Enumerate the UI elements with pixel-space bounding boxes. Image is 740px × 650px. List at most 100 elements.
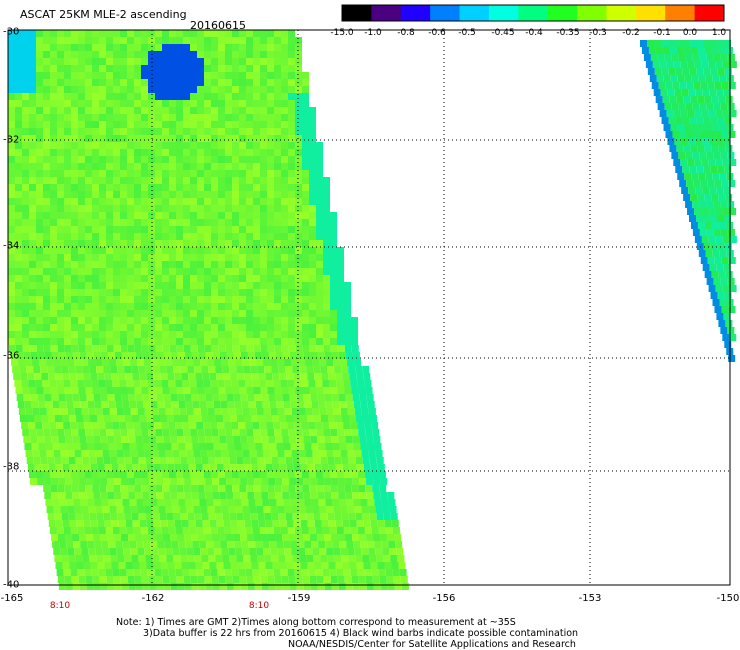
swath-cell [211, 310, 218, 317]
swath-cell [225, 170, 232, 177]
colorbar-label: -1.0 [364, 28, 382, 38]
swath-cell [350, 422, 358, 429]
swath-cell [183, 121, 190, 128]
swath-cell [64, 121, 71, 128]
swath-cell [302, 324, 309, 331]
swath-cell [704, 222, 712, 229]
swath-cell [80, 541, 88, 548]
swath-cell [252, 527, 260, 534]
swath-cell [288, 485, 296, 492]
swath-cell [71, 303, 78, 310]
swath-cell [85, 282, 92, 289]
swath-cell [29, 289, 36, 296]
swath-cell [23, 352, 31, 359]
swath-cell [155, 191, 162, 198]
swath-cell [183, 79, 190, 86]
swath-cell [279, 520, 287, 527]
swath-cell [64, 142, 71, 149]
swath-cell [364, 527, 372, 534]
swath-cell [113, 275, 120, 282]
swath-cell [281, 51, 288, 58]
swath-cell [244, 520, 252, 527]
swath-cell [183, 114, 190, 121]
swath-cell [267, 240, 274, 247]
swath-cell [340, 450, 348, 457]
swath-cell [113, 254, 120, 261]
swath-cell [225, 44, 232, 51]
swath-cell [36, 79, 43, 86]
swath-cell [274, 121, 281, 128]
swath-cell [68, 366, 76, 373]
swath-cell [717, 117, 725, 124]
swath-cell [8, 198, 15, 205]
swath-cell [253, 51, 260, 58]
swath-cell [718, 47, 726, 54]
swath-cell [330, 338, 337, 345]
swath-cell [43, 177, 50, 184]
swath-cell [246, 254, 253, 261]
swath-cell [190, 310, 197, 317]
swath-cell [321, 464, 329, 471]
swath-cell [148, 261, 155, 268]
swath-cell [162, 289, 169, 296]
swath-cell [113, 191, 120, 198]
swath-cell [57, 51, 64, 58]
swath-cell [141, 324, 148, 331]
swath-cell [198, 583, 206, 590]
swath-cell [697, 222, 705, 229]
swath-cell [316, 485, 324, 492]
swath-cell [113, 72, 120, 79]
swath-cell [99, 485, 107, 492]
swath-cell [64, 345, 72, 352]
swath-cell [712, 124, 720, 131]
swath-cell [281, 121, 288, 128]
swath-cell [324, 352, 332, 359]
swath-cell [99, 37, 106, 44]
swath-cell [166, 366, 174, 373]
swath-cell [246, 485, 254, 492]
swath-cell [149, 583, 157, 590]
swath-cell [386, 576, 394, 583]
swath-cell [22, 247, 29, 254]
swath-cell [183, 345, 191, 352]
swath-cell [302, 184, 309, 191]
swath-cell [715, 208, 723, 215]
swath-cell [344, 485, 352, 492]
swath-cell [694, 159, 702, 166]
swath-cell [95, 548, 103, 555]
swath-cell [71, 289, 78, 296]
swath-cell [121, 394, 129, 401]
swath-cell [704, 96, 712, 103]
swath-cell [657, 103, 665, 110]
swath-cell [239, 317, 246, 324]
swath-cell [141, 163, 148, 170]
swath-cell [253, 289, 260, 296]
swath-cell [169, 324, 176, 331]
swath-cell [183, 261, 190, 268]
swath-cell [36, 233, 43, 240]
swath-cell [192, 401, 200, 408]
swath-cell [204, 149, 211, 156]
swath-cell [109, 548, 117, 555]
swath-cell [190, 114, 197, 121]
swath-cell [260, 44, 267, 51]
swath-cell [246, 387, 254, 394]
swath-cell [120, 254, 127, 261]
swath-cell [189, 422, 197, 429]
swath-cell [246, 114, 253, 121]
swath-cell [89, 513, 97, 520]
swath-cell [715, 236, 723, 243]
swath-cell [225, 219, 232, 226]
swath-cell [265, 415, 272, 422]
swath-cell [128, 394, 136, 401]
swath-cell [44, 436, 52, 443]
swath-cell [113, 331, 120, 338]
swath-cell [28, 380, 36, 387]
swath-cell [322, 569, 330, 576]
swath-cell [22, 212, 29, 219]
swath-cell [176, 142, 183, 149]
swath-cell [218, 226, 225, 233]
swath-cell [8, 261, 15, 268]
swath-cell [111, 373, 119, 380]
swath-cell [169, 289, 176, 296]
